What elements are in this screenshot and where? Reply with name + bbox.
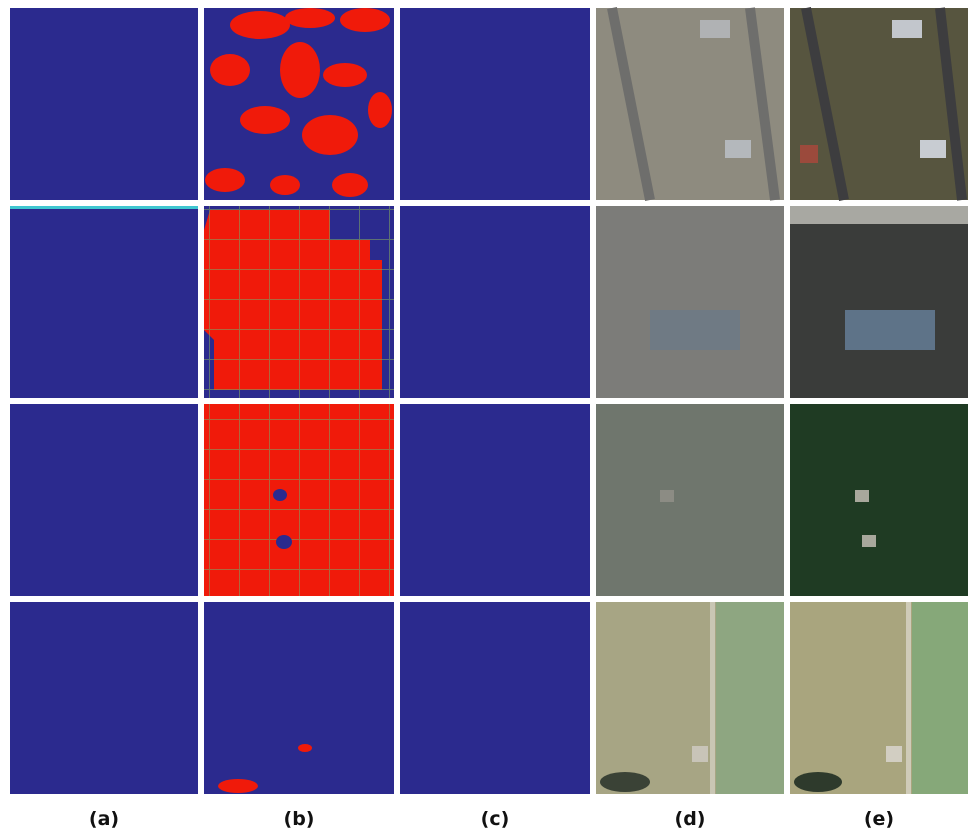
hole	[273, 489, 287, 501]
column-c	[400, 8, 590, 794]
parking	[790, 206, 968, 224]
trees	[600, 772, 650, 792]
roof	[800, 145, 818, 163]
figure: (a) (b) (c) (d) (e)	[0, 0, 970, 834]
column-a	[10, 8, 198, 794]
map-panel	[10, 206, 198, 398]
roof	[886, 746, 902, 762]
roof	[855, 490, 869, 502]
column-label: (d)	[675, 808, 706, 830]
column-e	[790, 8, 968, 794]
column-label: (c)	[481, 808, 510, 830]
map-panel	[10, 602, 198, 794]
roof	[725, 140, 751, 158]
map-panel	[10, 8, 198, 200]
map-panel	[400, 206, 590, 398]
roof	[660, 490, 674, 502]
map-panel	[400, 8, 590, 200]
image	[790, 206, 968, 398]
column-label: (a)	[89, 808, 119, 830]
map-panel	[400, 602, 590, 794]
image	[596, 206, 784, 398]
grid-artifact	[204, 404, 394, 596]
roof	[862, 535, 876, 547]
field	[912, 602, 968, 794]
column-label: (e)	[864, 808, 894, 830]
map-panel	[204, 602, 394, 794]
page: (a) (b) (c) (d) (e) (() => { const data …	[0, 0, 970, 834]
road	[906, 602, 911, 794]
building	[650, 310, 740, 350]
trees	[794, 772, 842, 792]
hole	[276, 535, 292, 549]
roof	[920, 140, 946, 158]
roof	[700, 20, 730, 38]
map-panel	[10, 404, 198, 596]
column-d	[596, 8, 784, 794]
column-label: (b)	[284, 808, 315, 830]
blob	[298, 744, 312, 752]
blob	[218, 779, 258, 793]
roof	[892, 20, 922, 38]
column-b	[204, 8, 394, 794]
image	[596, 404, 784, 596]
road	[710, 602, 715, 794]
field	[716, 602, 784, 794]
image	[790, 404, 968, 596]
map-panel	[400, 404, 590, 596]
building	[845, 310, 935, 350]
roof	[692, 746, 708, 762]
edge-highlight	[10, 206, 198, 209]
grid-artifact	[204, 206, 394, 398]
